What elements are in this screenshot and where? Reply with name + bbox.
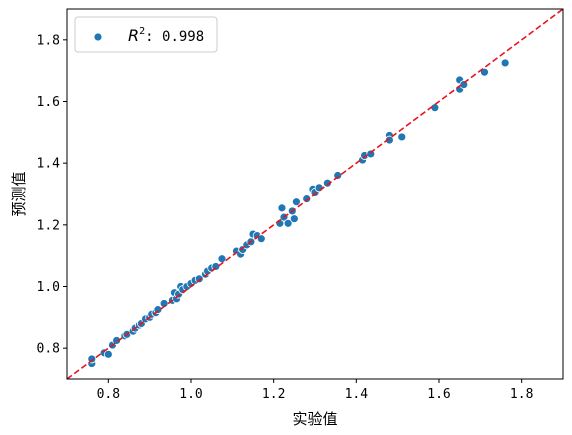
data-point-60 [430,103,440,113]
data-point-58 [384,135,394,145]
reference-line [67,9,563,379]
x-tick-label-4: 1.6 [427,387,450,402]
data-point-42 [277,203,287,213]
data-point-63 [459,80,469,89]
y-tick-label-4: 1.6 [37,95,60,110]
data-point-53 [333,171,343,180]
data-point-46 [289,214,299,224]
x-tick-label-3: 1.4 [345,387,369,402]
data-point-56 [366,149,376,159]
data-point-32 [217,254,227,264]
x-tick-label-0: 0.8 [97,387,120,402]
data-point-3 [103,349,113,359]
data-point-1 [87,354,97,364]
x-axis-ticks: 0.8 1.0 1.2 1.4 1.6 1.8 [97,379,533,402]
legend-label-value: : 0.998 [145,29,204,45]
data-point-52 [322,178,332,188]
x-axis-label: 实验值 [292,410,337,428]
y-tick-label-2: 1.2 [37,218,60,233]
points-layer [87,58,510,368]
data-point-44 [283,218,293,228]
y-tick-label-1: 1.0 [37,280,60,295]
data-point-65 [500,58,510,68]
legend-label-superscript: 2 [139,26,145,37]
data-point-40 [256,234,266,244]
y-tick-label-3: 1.4 [37,157,61,172]
legend-label-r: R [128,26,139,45]
x-tick-label-5: 1.8 [510,387,533,402]
data-point-48 [302,194,312,204]
reference-line-layer [67,9,563,379]
x-tick-label-1: 1.0 [179,387,202,402]
data-point-31 [211,262,221,271]
legend: R2: 0.998 [74,16,218,53]
data-point-16 [153,305,163,315]
legend-label: R2: 0.998 [128,26,204,45]
data-point-59 [397,132,407,142]
data-point-27 [194,274,204,284]
data-point-51 [314,183,324,193]
legend-box [74,16,218,53]
x-tick-label-2: 1.2 [262,387,285,402]
y-tick-label-0: 0.8 [37,342,60,357]
legend-marker [93,32,103,42]
y-axis-label: 预测值 [10,171,28,216]
data-point-5 [112,336,121,345]
data-point-64 [480,67,489,77]
y-tick-label-5: 1.8 [37,33,60,48]
plot-frame [66,8,564,380]
y-axis-ticks: 0.8 1.0 1.2 1.4 1.6 1.8 [37,33,67,357]
data-point-47 [291,197,301,207]
